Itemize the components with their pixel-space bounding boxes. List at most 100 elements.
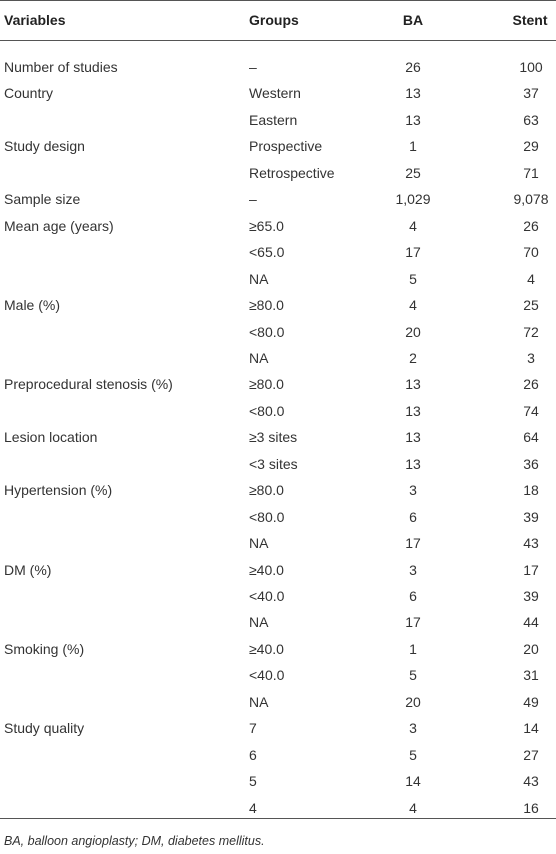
value-cell: 20: [523, 640, 539, 657]
header-cell: Groups: [249, 12, 299, 28]
value-cell: 39: [523, 508, 539, 525]
variable-cell: Hypertension (%): [4, 482, 113, 499]
group-cell: ≥3 sites: [249, 429, 298, 446]
group-cell: ≥40.0: [249, 561, 284, 578]
value-cell: 25: [523, 297, 539, 314]
variable-cell: Study quality: [4, 720, 85, 737]
variable-cell: Smoking (%): [4, 640, 85, 657]
value-cell: 37: [523, 85, 539, 102]
value-cell: 14: [523, 720, 539, 737]
value-cell: 44: [523, 614, 539, 631]
value-cell: 43: [523, 535, 539, 552]
group-cell: Retrospective: [249, 164, 335, 181]
variable-cell: Mean age (years): [4, 217, 114, 234]
value-cell: 64: [523, 429, 539, 446]
value-cell: 4: [409, 297, 417, 314]
value-cell: 3: [409, 561, 417, 578]
header-cell: Variables: [4, 12, 66, 28]
group-cell: ≥80.0: [249, 297, 284, 314]
value-cell: 74: [523, 402, 539, 419]
value-cell: 13: [405, 376, 421, 393]
value-cell: 25: [405, 164, 421, 181]
value-cell: 71: [523, 164, 539, 181]
group-cell: <80.0: [249, 323, 285, 340]
value-cell: 17: [405, 614, 421, 631]
variable-cell: Preprocedural stenosis (%): [4, 376, 173, 393]
footnote: BA, balloon angioplasty; DM, diabetes me…: [4, 834, 265, 848]
group-cell: NA: [249, 535, 269, 552]
value-cell: 6: [409, 588, 417, 604]
value-cell: 5: [409, 667, 417, 684]
value-cell: 14: [405, 773, 421, 790]
value-cell: 27: [523, 746, 539, 763]
value-cell: 49: [523, 693, 539, 710]
header-cell: Stent: [512, 12, 548, 28]
value-cell: 39: [523, 588, 539, 604]
group-cell: –: [249, 59, 257, 75]
value-cell: 1: [409, 640, 417, 657]
group-cell: <80.0: [249, 402, 285, 419]
value-cell: 70: [523, 244, 539, 261]
top-rule: [0, 0, 556, 1]
variable-cell: DM (%): [4, 561, 52, 578]
value-cell: 36: [523, 455, 539, 472]
group-cell: Eastern: [249, 111, 298, 128]
group-cell: Western: [249, 85, 301, 102]
variable-cell: Study design: [4, 138, 85, 155]
value-cell: 17: [405, 535, 421, 552]
group-cell: 7: [249, 720, 257, 737]
group-cell: <40.0: [249, 667, 285, 684]
value-cell: 17: [405, 244, 421, 261]
value-cell: 2: [409, 349, 417, 366]
value-cell: 43: [523, 773, 539, 790]
value-cell: 20: [405, 323, 421, 340]
value-cell: 13: [405, 85, 421, 102]
group-cell: ≥80.0: [249, 482, 284, 499]
value-cell: 13: [405, 111, 421, 128]
bottom-rule: [0, 818, 556, 819]
value-cell: 5: [409, 746, 417, 763]
value-cell: 31: [523, 667, 539, 684]
variable-cell: Number of studies: [4, 59, 118, 75]
value-cell: 13: [405, 455, 421, 472]
group-cell: <65.0: [249, 244, 285, 261]
group-cell: NA: [249, 349, 269, 366]
value-cell: 1: [409, 138, 417, 155]
value-cell: 29: [523, 138, 539, 155]
group-cell: <80.0: [249, 508, 285, 525]
variable-cell: Sample size: [4, 191, 81, 208]
group-cell: NA: [249, 614, 269, 631]
value-cell: 4: [409, 799, 417, 816]
value-cell: 3: [527, 349, 535, 366]
value-cell: 100: [519, 59, 543, 75]
header-rule: [0, 40, 556, 41]
group-cell: 6: [249, 746, 257, 763]
group-cell: 4: [249, 799, 257, 816]
variable-cell: Country: [4, 85, 54, 102]
variable-cell: Male (%): [4, 297, 61, 314]
value-cell: 72: [523, 323, 539, 340]
value-cell: 26: [523, 217, 539, 234]
value-cell: 3: [409, 482, 417, 499]
group-cell: NA: [249, 693, 269, 710]
group-cell: ≥80.0: [249, 376, 284, 393]
value-cell: 6: [409, 508, 417, 525]
group-cell: NA: [249, 270, 269, 287]
group-cell: <40.0: [249, 588, 285, 604]
value-cell: 9,078: [513, 191, 549, 208]
value-cell: 63: [523, 111, 539, 128]
group-cell: –: [249, 191, 257, 208]
value-cell: 3: [409, 720, 417, 737]
value-cell: 4: [527, 270, 535, 287]
value-cell: 17: [523, 561, 539, 578]
value-cell: 13: [405, 402, 421, 419]
value-cell: 5: [409, 270, 417, 287]
group-cell: ≥65.0: [249, 217, 284, 234]
value-cell: 26: [523, 376, 539, 393]
value-cell: 13: [405, 429, 421, 446]
variable-cell: Lesion location: [4, 429, 98, 446]
value-cell: 4: [409, 217, 417, 234]
header-cell: BA: [402, 12, 424, 28]
value-cell: 1,029: [395, 191, 431, 208]
